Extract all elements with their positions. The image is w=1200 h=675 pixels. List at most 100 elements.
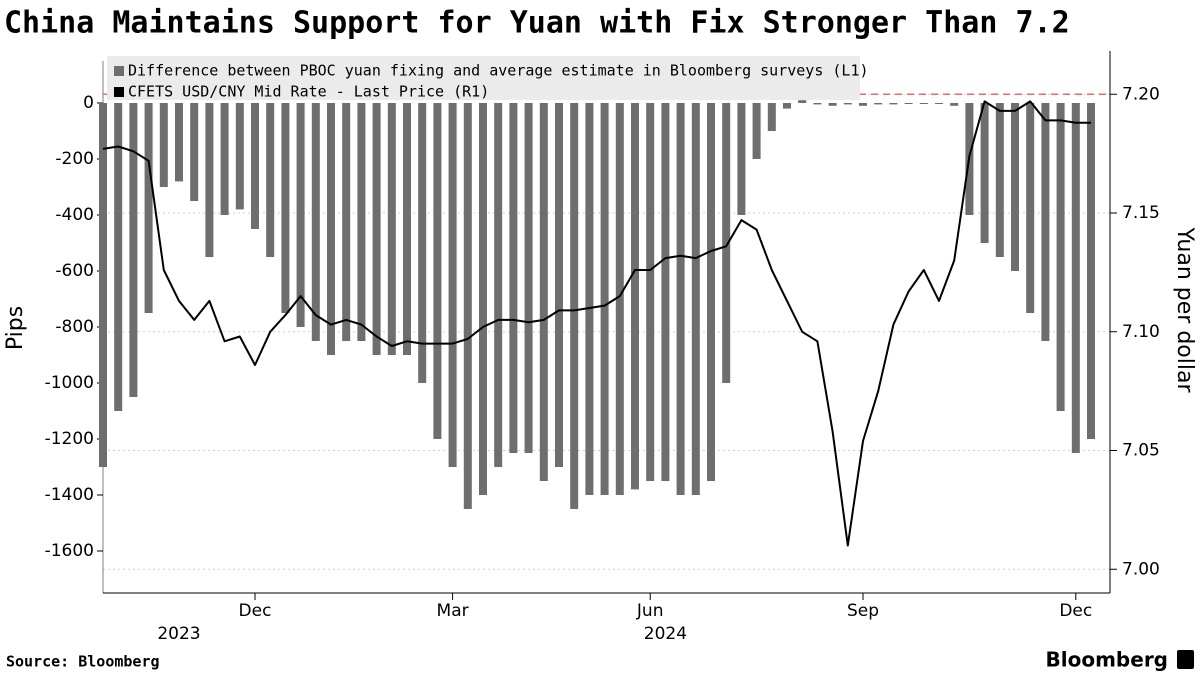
bar: [904, 103, 913, 104]
y2-tick-label: 7.10: [1122, 322, 1160, 342]
x-year-label: 2023: [157, 624, 200, 644]
bar: [159, 103, 168, 187]
legend-swatch: [114, 66, 124, 76]
bar: [342, 103, 351, 341]
y-axis-title: Pips: [3, 306, 28, 350]
brand: Bloomberg: [1046, 648, 1168, 672]
y-tick-label: -1000: [45, 373, 94, 393]
bar: [99, 103, 107, 467]
y-tick-label: -200: [55, 149, 94, 169]
bar: [767, 103, 776, 131]
legend-swatch: [114, 87, 124, 97]
bar: [448, 103, 457, 467]
legend-label: CFETS USD/CNY Mid Rate - Last Price (R1): [128, 83, 489, 101]
bar: [281, 103, 290, 313]
x-tick-label: Jun: [636, 601, 664, 621]
bar: [980, 103, 989, 243]
bar: [874, 103, 883, 105]
bar: [661, 103, 670, 481]
bar: [403, 103, 411, 355]
x-year-label: 2024: [644, 624, 687, 644]
bar: [205, 103, 214, 257]
bar: [479, 103, 487, 495]
x-tick-label: Dec: [239, 601, 272, 621]
bar: [950, 103, 959, 106]
bar: [1056, 103, 1065, 411]
bar: [828, 103, 837, 106]
y2-tick-label: 7.20: [1122, 84, 1160, 104]
bar: [798, 100, 807, 103]
bar: [813, 103, 822, 105]
bar: [251, 103, 259, 229]
y2-tick-label: 7.05: [1122, 441, 1160, 461]
bar: [691, 103, 700, 495]
y-tick-label: 0: [83, 93, 94, 113]
chart-title: China Maintains Support for Yuan with Fi…: [4, 6, 1070, 41]
bar: [372, 103, 381, 355]
bar: [357, 103, 366, 341]
bar: [524, 103, 533, 453]
bar: [190, 103, 199, 201]
bar: [144, 103, 153, 313]
bar: [783, 103, 791, 109]
bar: [1041, 103, 1050, 341]
bar: [843, 103, 852, 105]
bar: [539, 103, 548, 481]
bar: [235, 103, 244, 210]
bar: [220, 103, 229, 215]
bar: [722, 103, 731, 383]
y-tick-label: -1200: [45, 429, 94, 449]
bar: [1087, 103, 1095, 439]
bar: [311, 103, 320, 341]
x-tick-label: Mar: [437, 601, 469, 621]
line: [102, 100, 1091, 547]
bar: [859, 103, 867, 106]
bar: [570, 103, 579, 509]
legend-label: Difference between PBOC yuan fixing and …: [128, 62, 869, 80]
y-tick-label: -1600: [45, 541, 94, 561]
bar: [995, 103, 1004, 257]
y2-tick-label: 7.15: [1122, 203, 1160, 223]
legend-box: [107, 56, 860, 100]
y2-tick-label: 7.00: [1122, 559, 1160, 579]
y-tick-label: -400: [55, 205, 94, 225]
bar: [555, 103, 563, 467]
bar: [919, 103, 928, 104]
bar: [676, 103, 685, 495]
bar: [707, 103, 715, 481]
bar: [509, 103, 518, 453]
bar-series: [99, 100, 1095, 509]
bar: [646, 103, 655, 481]
bar: [1011, 103, 1019, 271]
bar: [752, 103, 761, 159]
bar: [1071, 103, 1080, 453]
y-tick-label: -1400: [45, 485, 94, 505]
bar: [631, 103, 639, 490]
bar: [737, 103, 746, 215]
legend: Difference between PBOC yuan fixing and …: [107, 56, 869, 101]
bar: [418, 103, 427, 383]
bar: [327, 103, 335, 355]
bar: [889, 103, 898, 105]
source: Source: Bloomberg: [6, 653, 160, 671]
bar: [463, 103, 472, 509]
brand-icon: [1177, 650, 1194, 669]
bar: [175, 103, 183, 182]
bar: [600, 103, 609, 495]
bar: [296, 103, 305, 327]
bar: [433, 103, 442, 439]
bar: [1026, 103, 1035, 313]
x-tick-label: Sep: [847, 601, 879, 621]
bar: [935, 103, 943, 104]
bar: [585, 103, 594, 495]
bar: [129, 103, 138, 397]
y-tick-label: -800: [55, 317, 94, 337]
bar: [266, 103, 275, 257]
bar: [387, 103, 396, 355]
y-tick-label: -600: [55, 261, 94, 281]
bar: [114, 103, 123, 411]
bar: [615, 103, 624, 495]
y2-axis-title: Yuan per dollar: [1172, 227, 1197, 394]
x-tick-label: Dec: [1059, 601, 1092, 621]
